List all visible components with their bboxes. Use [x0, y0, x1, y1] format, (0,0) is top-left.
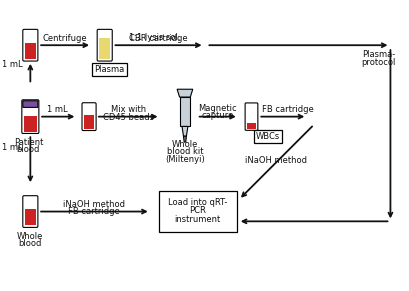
- Text: Plasma-: Plasma-: [361, 51, 394, 59]
- Bar: [246, 123, 256, 129]
- Text: (Miltenyi): (Miltenyi): [165, 155, 204, 164]
- FancyBboxPatch shape: [245, 103, 257, 130]
- Text: protocol: protocol: [360, 58, 394, 67]
- FancyBboxPatch shape: [158, 191, 236, 232]
- Text: Magnetic: Magnetic: [198, 104, 236, 113]
- FancyBboxPatch shape: [23, 101, 38, 107]
- Text: Whole: Whole: [171, 139, 198, 148]
- Text: Plasma: Plasma: [94, 65, 124, 74]
- Text: capture: capture: [200, 111, 233, 120]
- Text: WBCs: WBCs: [255, 132, 280, 141]
- FancyBboxPatch shape: [82, 103, 96, 131]
- Bar: [99, 38, 110, 59]
- Bar: [179, 97, 190, 126]
- FancyBboxPatch shape: [23, 196, 38, 227]
- Bar: [25, 209, 36, 226]
- Text: FB cartridge: FB cartridge: [261, 105, 313, 114]
- Text: Mix with: Mix with: [110, 105, 146, 114]
- Polygon shape: [177, 89, 192, 97]
- Text: FB cartridge: FB cartridge: [68, 207, 119, 216]
- FancyBboxPatch shape: [23, 29, 38, 61]
- Text: 1 mL: 1 mL: [2, 143, 22, 152]
- Text: 1 mL: 1 mL: [47, 105, 68, 114]
- Bar: [25, 43, 36, 59]
- Text: iNaOH method: iNaOH method: [245, 156, 306, 165]
- FancyBboxPatch shape: [97, 29, 112, 61]
- Text: Centrifuge: Centrifuge: [42, 34, 87, 43]
- Text: iNaOH method: iNaOH method: [63, 200, 125, 209]
- Text: 1 mL: 1 mL: [2, 60, 22, 69]
- Polygon shape: [183, 136, 186, 142]
- Text: 1:1 lysis sol.: 1:1 lysis sol.: [129, 33, 180, 42]
- Text: blood: blood: [19, 239, 42, 248]
- Bar: [24, 116, 37, 132]
- Text: instrument: instrument: [174, 215, 220, 224]
- Bar: [84, 115, 94, 129]
- Text: Patient: Patient: [13, 138, 43, 147]
- FancyBboxPatch shape: [22, 100, 39, 134]
- Text: PCR: PCR: [189, 206, 206, 215]
- Text: Load into qRT-: Load into qRT-: [168, 198, 227, 207]
- Text: CD45 beads: CD45 beads: [102, 113, 153, 122]
- Text: Whole: Whole: [17, 232, 43, 240]
- Text: CBR cartridge: CBR cartridge: [129, 34, 187, 43]
- Text: blood: blood: [17, 146, 40, 155]
- Polygon shape: [182, 126, 187, 136]
- Text: blood kit: blood kit: [166, 147, 203, 156]
